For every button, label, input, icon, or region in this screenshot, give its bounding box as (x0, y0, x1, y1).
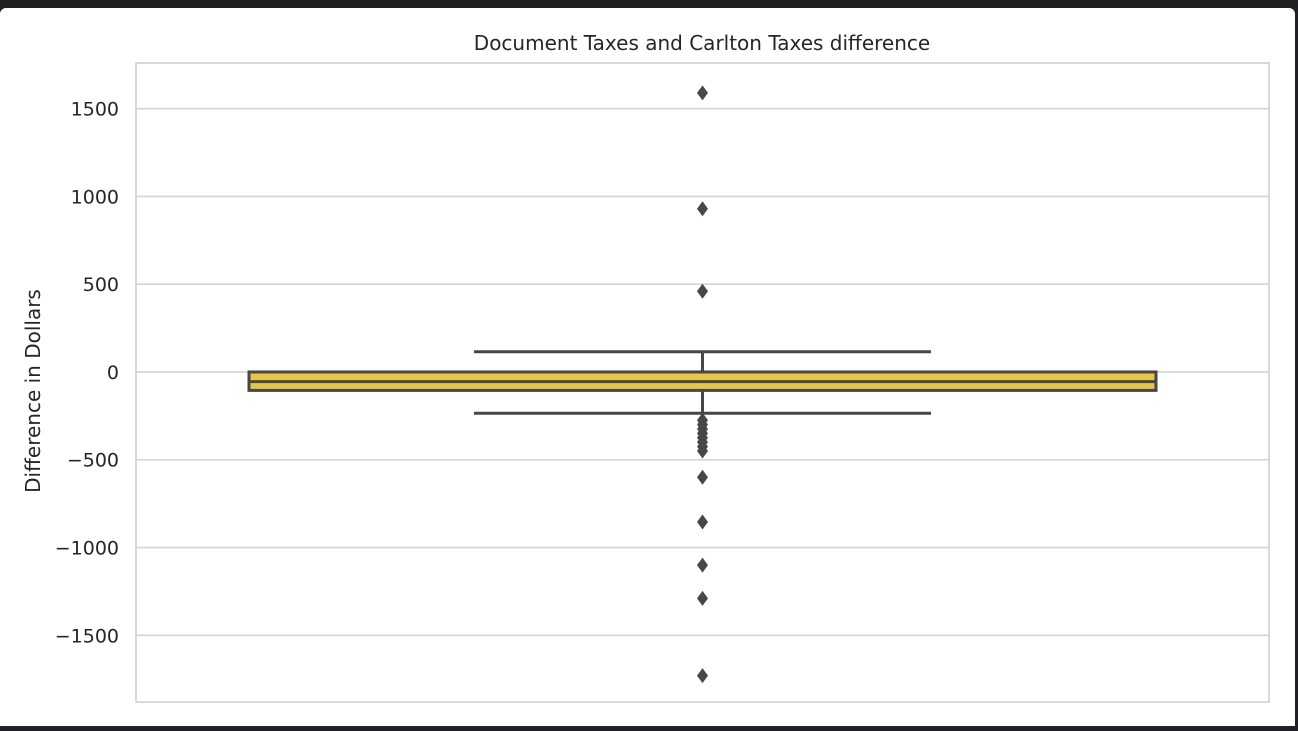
outlier-point (697, 443, 708, 459)
chart-card: Document Taxes and Carlton Taxes differe… (0, 8, 1295, 726)
outlier-point (697, 201, 708, 217)
outlier-points (697, 85, 708, 684)
y-tick-labels: 1500 1000 500 0 −500 −1000 −1500 (55, 99, 119, 648)
y-tick-label: 1000 (71, 186, 119, 208)
outlier-point (697, 557, 708, 573)
y-tick-label: 1500 (71, 99, 119, 121)
outlier-point (697, 283, 708, 299)
outlier-point (697, 668, 708, 684)
outlier-point (697, 514, 708, 530)
y-tick-label: −1000 (55, 538, 119, 560)
outlier-point (697, 469, 708, 485)
gridlines (136, 107, 1269, 637)
y-tick-label: 500 (83, 274, 119, 296)
y-axis-label: Difference in Dollars (21, 289, 45, 493)
y-tick-label: −500 (67, 450, 119, 472)
y-tick-label: 0 (107, 362, 119, 384)
boxplot-chart: Document Taxes and Carlton Taxes differe… (21, 31, 1270, 703)
outlier-point (697, 590, 708, 606)
chart-title: Document Taxes and Carlton Taxes differe… (474, 31, 930, 55)
outlier-point (697, 85, 708, 101)
y-tick-label: −1500 (55, 625, 119, 647)
